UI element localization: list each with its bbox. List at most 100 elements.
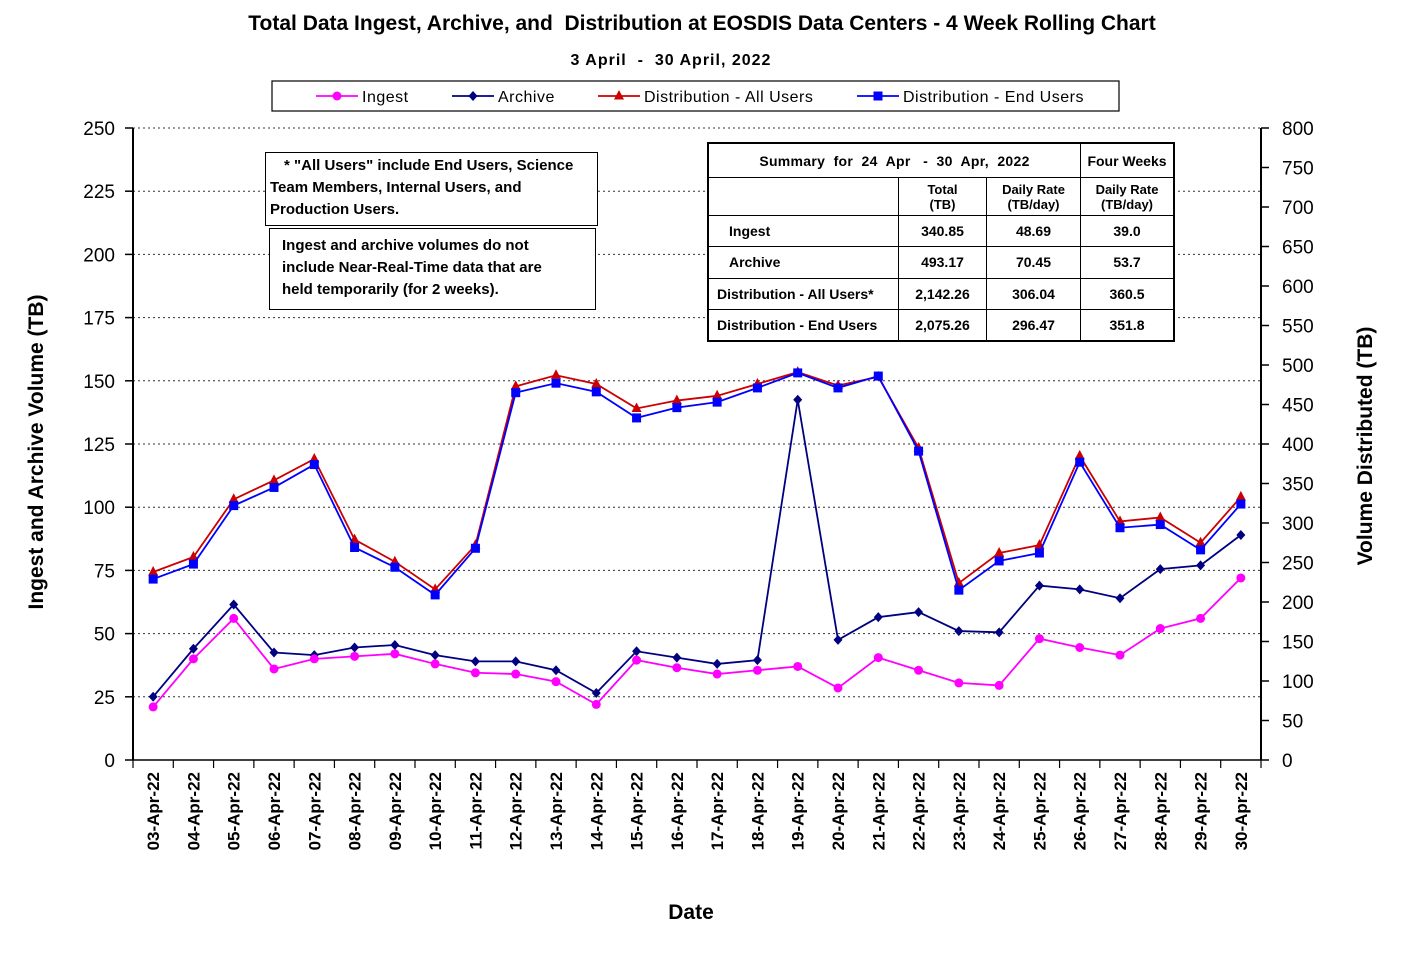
left-tick-label: 175 xyxy=(83,309,115,330)
data-point xyxy=(390,639,400,650)
data-point xyxy=(1196,613,1206,623)
data-point xyxy=(793,394,803,405)
y-axis-right-label: Volume Distributed (TB) xyxy=(1354,327,1377,566)
data-point xyxy=(468,91,478,101)
summary-daily: 48.69 xyxy=(986,214,1081,248)
data-point xyxy=(511,669,521,679)
data-point xyxy=(631,402,642,412)
left-tick-label: 225 xyxy=(83,182,115,203)
data-point xyxy=(672,403,682,413)
data-point xyxy=(672,663,682,673)
data-point xyxy=(510,380,521,390)
series-line xyxy=(152,399,1242,698)
x-tick-label: 05-Apr-22 xyxy=(225,772,244,850)
data-point xyxy=(793,661,803,671)
legend-item: Distribution - All Users xyxy=(598,89,813,106)
data-point xyxy=(229,599,239,610)
x-tick-label: 06-Apr-22 xyxy=(265,772,284,850)
summary-col-daily: Daily Rate (TB/day) xyxy=(986,177,1081,216)
data-point xyxy=(551,665,561,676)
data-point xyxy=(188,643,198,654)
data-point xyxy=(994,627,1004,638)
right-tick-label: 400 xyxy=(1282,435,1314,456)
data-point xyxy=(1155,511,1166,521)
data-point xyxy=(591,699,601,709)
right-tick-label: 550 xyxy=(1282,317,1314,338)
data-point xyxy=(148,574,158,584)
data-point xyxy=(350,642,360,653)
x-tick-label: 03-Apr-22 xyxy=(144,772,163,850)
x-tick-label: 09-Apr-22 xyxy=(386,772,405,850)
series-line xyxy=(152,577,1242,708)
legend-label: Distribution - All Users xyxy=(644,89,813,106)
data-point xyxy=(1115,650,1125,660)
right-tick-label: 450 xyxy=(1282,396,1314,417)
x-tick-label: 22-Apr-22 xyxy=(910,772,929,850)
left-axis: 0 25 50 75 100 125 150 175 200 225 250 xyxy=(83,119,134,772)
note-all-users-line-1: * "All Users" include End Users, Science xyxy=(284,157,574,174)
summary-col-total: Total (TB) xyxy=(898,177,987,216)
right-tick-label: 300 xyxy=(1282,514,1314,535)
data-point xyxy=(632,655,642,665)
left-tick-label: 250 xyxy=(83,119,115,140)
data-point xyxy=(470,656,480,667)
data-point xyxy=(148,565,159,576)
series-line xyxy=(152,371,1242,591)
data-point xyxy=(873,91,883,101)
summary-header-empty xyxy=(708,177,899,216)
data-point xyxy=(1115,523,1125,533)
data-point xyxy=(833,683,843,693)
x-tick-label: 29-Apr-22 xyxy=(1192,772,1211,850)
right-tick-label: 250 xyxy=(1282,554,1314,575)
data-point xyxy=(591,688,601,699)
x-tick-label: 16-Apr-22 xyxy=(668,772,687,850)
right-tick-label: 800 xyxy=(1282,119,1314,140)
note-nrt-line-1: Ingest and archive volumes do not xyxy=(282,237,529,254)
data-point xyxy=(1155,520,1165,530)
data-point xyxy=(672,652,682,663)
data-point xyxy=(1075,643,1085,653)
right-tick-label: 200 xyxy=(1282,593,1314,614)
data-point xyxy=(914,665,924,675)
data-point xyxy=(470,668,480,678)
data-point xyxy=(269,474,279,484)
data-point xyxy=(269,482,279,492)
x-tick-label: 11-Apr-22 xyxy=(466,772,485,849)
x-tick-label: 26-Apr-22 xyxy=(1071,772,1090,850)
summary-four-week: 39.0 xyxy=(1080,214,1174,248)
data-point xyxy=(1236,499,1246,509)
data-point xyxy=(309,460,319,470)
left-tick-label: 100 xyxy=(83,498,115,519)
data-point xyxy=(914,446,924,456)
left-tick-label: 75 xyxy=(94,561,115,582)
summary-daily: 306.04 xyxy=(986,277,1081,310)
x-tick-label: 21-Apr-22 xyxy=(869,772,888,850)
data-point xyxy=(1236,573,1246,583)
right-tick-label: 700 xyxy=(1282,198,1314,219)
left-tick-label: 150 xyxy=(83,372,115,393)
note-nrt-line-2: include Near-Real-Time data that are xyxy=(282,259,542,276)
summary-four-week: 53.7 xyxy=(1080,246,1174,279)
note-near-real-time: Ingest and archive volumes do not includ… xyxy=(269,228,596,310)
right-tick-label: 0 xyxy=(1282,751,1293,772)
data-point xyxy=(752,665,762,675)
legend-label: Archive xyxy=(498,89,555,106)
data-point xyxy=(712,397,722,407)
summary-row-label: Distribution - All Users* xyxy=(708,277,899,310)
note-all-users-line-2: Team Members, Internal Users, and xyxy=(270,179,522,196)
chart-subtitle: 3 April - 30 April, 2022 xyxy=(571,52,772,69)
summary-row: Ingest 340.85 48.69 39.0 xyxy=(708,214,1174,248)
x-tick-label: 13-Apr-22 xyxy=(547,772,566,850)
data-point xyxy=(148,702,158,712)
data-point xyxy=(470,543,480,553)
data-point xyxy=(269,664,279,674)
data-point xyxy=(873,371,883,381)
x-tick-label: 14-Apr-22 xyxy=(587,772,606,850)
chart-title: Total Data Ingest, Archive, and Distribu… xyxy=(248,12,1155,35)
summary-total: 493.17 xyxy=(898,246,987,279)
left-tick-label: 200 xyxy=(83,245,115,266)
summary-row: Distribution - All Users* 2,142.26 306.0… xyxy=(708,277,1174,310)
right-tick-label: 650 xyxy=(1282,238,1314,259)
data-point xyxy=(511,388,521,398)
right-tick-label: 100 xyxy=(1282,672,1314,693)
